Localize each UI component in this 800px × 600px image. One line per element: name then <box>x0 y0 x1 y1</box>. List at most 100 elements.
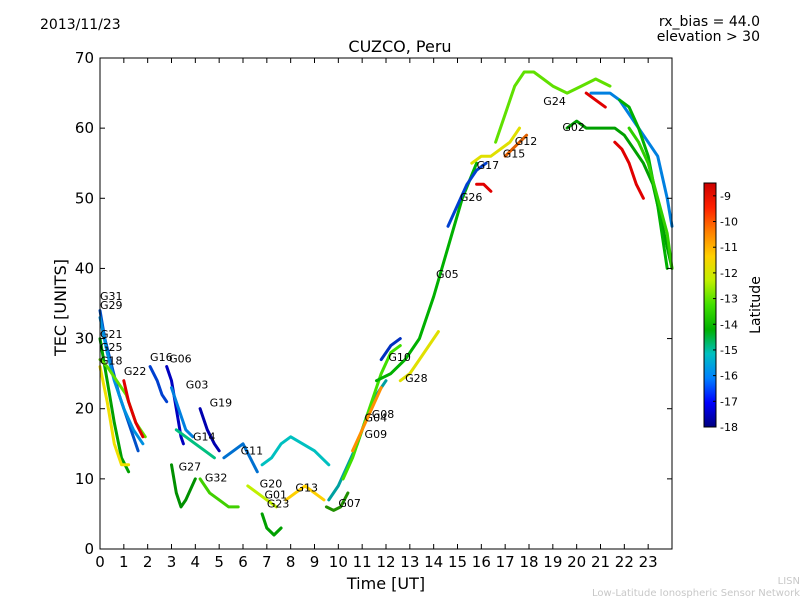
series-line-17 <box>284 484 326 502</box>
x-tick-label: 1 <box>119 553 129 571</box>
series-label: G01 <box>264 488 287 501</box>
x-tick-label: 19 <box>543 553 562 571</box>
x-tick-label: 18 <box>519 553 538 571</box>
series-label: G06 <box>169 352 192 365</box>
series-label: G15 <box>503 148 526 161</box>
y-tick-label: 20 <box>75 400 94 418</box>
x-tick-label: 16 <box>472 553 491 571</box>
series-line-6 <box>148 365 169 404</box>
series-label: G10 <box>388 351 411 364</box>
series-line-12 <box>198 477 240 509</box>
y-tick-label: 30 <box>75 330 94 348</box>
chart-title: CUZCO, Peru <box>348 37 452 56</box>
series-label: G04 <box>365 411 388 424</box>
series-label: G11 <box>241 444 264 457</box>
series-label: G24 <box>543 95 566 108</box>
series-label: G14 <box>193 430 216 443</box>
y-tick-label: 60 <box>75 119 94 137</box>
colorbar-tick-label: -13 <box>720 293 738 306</box>
series-line-33 <box>584 91 607 109</box>
series-label: G08 <box>372 408 395 421</box>
series-line-7 <box>165 365 185 446</box>
plot-frame <box>99 57 673 550</box>
series-line-5 <box>122 379 145 439</box>
x-tick-label: 8 <box>286 553 296 571</box>
series-line-27 <box>470 126 521 165</box>
elevation-label: elevation > 30 <box>656 29 760 45</box>
series-label: G21 <box>100 328 123 341</box>
x-tick-label: 0 <box>95 553 105 571</box>
y-tick-label: 0 <box>84 540 94 558</box>
colorbar-tick-label: -16 <box>720 370 738 383</box>
colorbar-tick-label: -14 <box>720 318 738 331</box>
series-line-14 <box>246 484 278 509</box>
series-line-26 <box>475 182 493 193</box>
x-tick-label: 12 <box>376 553 395 571</box>
series-label: G19 <box>210 397 233 410</box>
series-line-32 <box>613 140 645 200</box>
colorbar-tick-label: -11 <box>720 241 738 254</box>
series-label: G03 <box>186 378 209 391</box>
colorbar-tick-label: -18 <box>720 421 738 434</box>
x-tick-label: 21 <box>591 553 610 571</box>
x-tick-label: 3 <box>167 553 177 571</box>
y-tick-label: 50 <box>75 189 94 207</box>
colorbar-tick-label: -15 <box>720 344 738 357</box>
series-line-16 <box>260 435 331 467</box>
series-label: G23 <box>267 498 290 511</box>
series-label: G27 <box>179 460 202 473</box>
colorbar-label: Latitude <box>748 276 764 334</box>
x-tick-label: 23 <box>639 553 658 571</box>
series-label: G28 <box>405 372 428 385</box>
colorbar: -9 -10 -11 -12 -13 -14 -15 -16 -17 -18 <box>703 182 738 434</box>
x-tick-label: 13 <box>400 553 419 571</box>
series-label: G12 <box>515 135 538 148</box>
series-line-22 <box>379 337 402 362</box>
series-line-34 <box>618 98 669 270</box>
series-label: G26 <box>460 191 483 204</box>
series-line-25 <box>446 161 488 228</box>
x-tick-label: 22 <box>615 553 634 571</box>
series-line-28 <box>503 133 529 158</box>
series-line-20 <box>341 344 402 481</box>
x-tick-label: 14 <box>424 553 443 571</box>
colorbar-tick-label: -12 <box>720 267 738 280</box>
date-label: 2013/11/23 <box>40 17 121 33</box>
series-line-24 <box>375 161 479 383</box>
x-tick-label: 17 <box>496 553 515 571</box>
series-label: G17 <box>477 159 500 172</box>
credit-long: Low-Latitude Ionospheric Sensor Network <box>592 588 800 599</box>
series-line-35 <box>627 126 674 270</box>
series-line-1 <box>98 316 145 446</box>
y-tick-label: 40 <box>75 259 94 277</box>
series-label: G16 <box>150 351 173 364</box>
series-label: G32 <box>205 472 228 485</box>
credit-short: LISN <box>777 576 800 587</box>
series-line-15 <box>260 512 283 537</box>
x-tick-label: 5 <box>214 553 224 571</box>
series-label: G13 <box>295 481 318 494</box>
series-line-10 <box>174 428 216 460</box>
series-label: G25 <box>100 341 123 354</box>
y-tick-label: 70 <box>75 49 94 67</box>
series-line-3 <box>98 365 131 467</box>
series-line-2 <box>98 337 131 474</box>
series-label: G09 <box>365 428 388 441</box>
series-line-23 <box>398 330 440 383</box>
series-line-18 <box>324 491 350 512</box>
y-tick-label: 10 <box>75 470 94 488</box>
series-label: G20 <box>260 477 283 490</box>
x-axis-label: Time [UT] <box>346 574 425 593</box>
series-label: G22 <box>124 365 147 378</box>
series-line-21 <box>351 386 383 453</box>
x-tick-label: 20 <box>567 553 586 571</box>
x-tick-label: 6 <box>238 553 248 571</box>
rx-bias-label: rx_bias = 44.0 <box>658 14 760 30</box>
x-tick-label: 7 <box>262 553 272 571</box>
series-label: G29 <box>100 299 123 312</box>
series-label: G18 <box>100 355 123 368</box>
colorbar-tick-label: -10 <box>720 216 738 229</box>
series-line-29 <box>494 70 612 144</box>
